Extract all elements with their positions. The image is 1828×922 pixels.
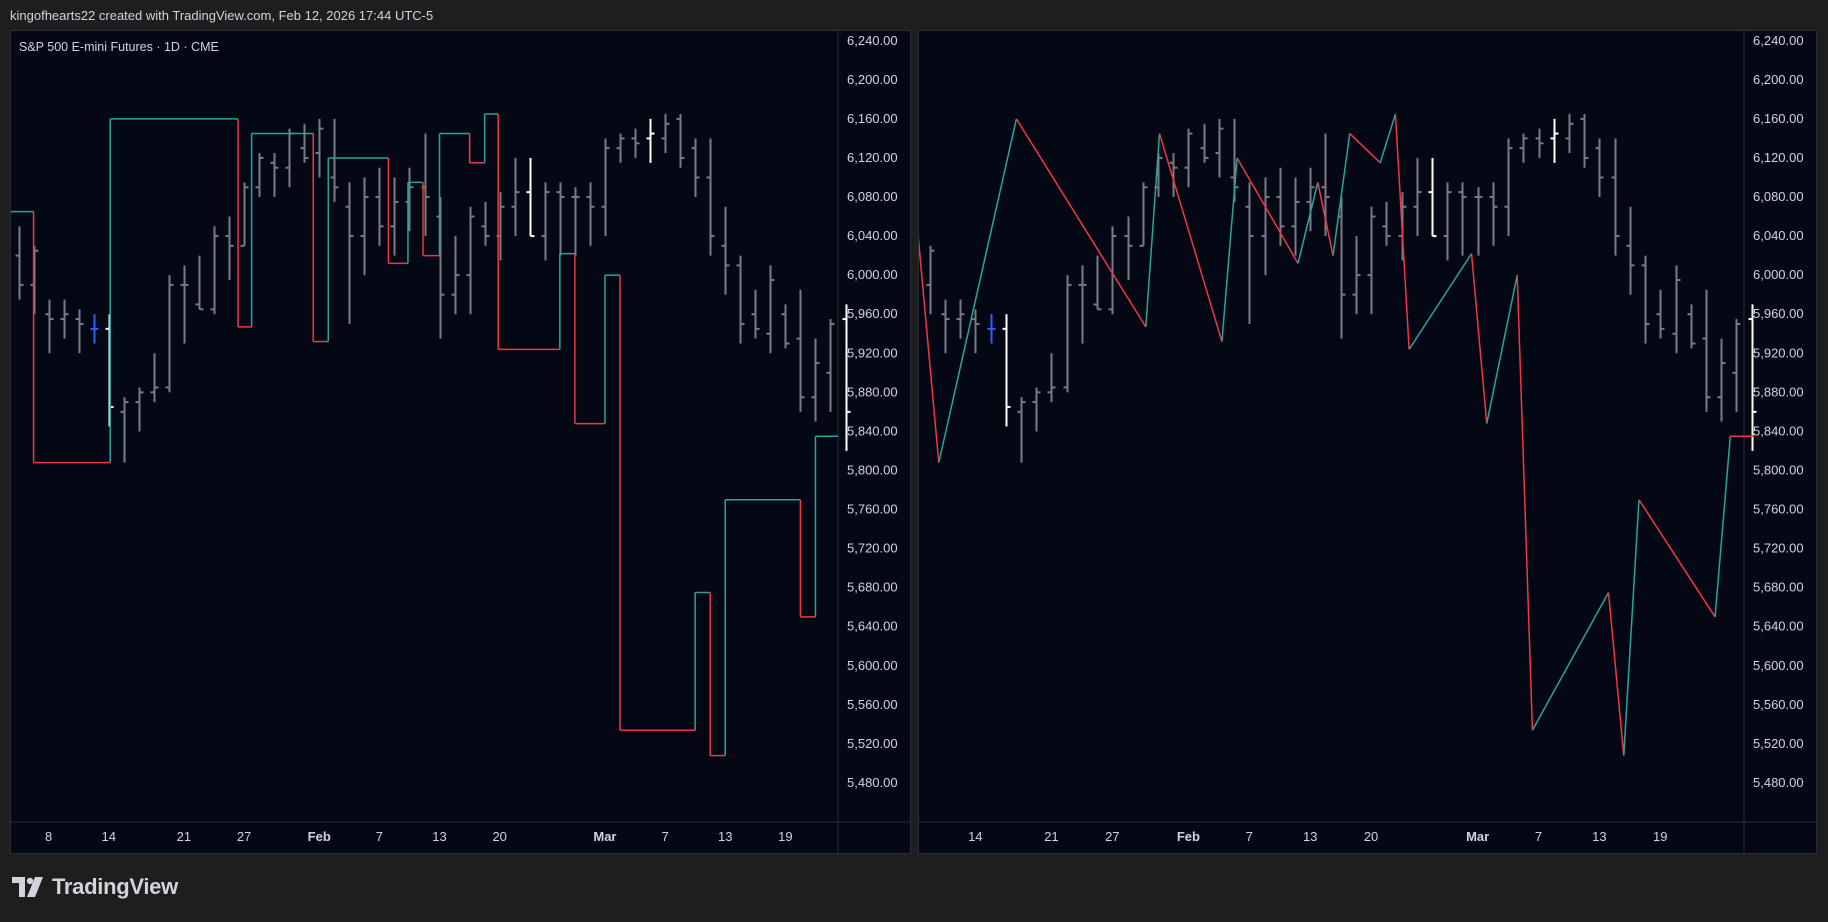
swing-zigzag-leg [1236,157,1299,264]
swing-zigzag-leg [1531,592,1610,731]
price-tick-label: 5,520.00 [847,736,898,751]
price-tick-label: 5,640.00 [847,619,898,634]
date-tick-label: 13 [1303,829,1317,844]
price-tick-label: 5,680.00 [847,580,898,595]
tradingview-logo-text: TradingView [52,874,178,899]
swing-zigzag-leg [1486,274,1518,424]
swing-zigzag-leg [1379,113,1397,164]
date-tick-label: 21 [1044,829,1058,844]
swing-zigzag-leg [1297,182,1319,264]
chart-panel-left[interactable]: 6,240.00 6,200.00 6,160.00 6,120.00 6,080.00… [10,30,911,854]
date-tick-label: 19 [1653,829,1667,844]
price-tick-label: 6,000.00 [1753,267,1804,282]
price-tick-label: 6,000.00 [847,267,898,282]
swing-zigzag-leg [1408,253,1473,350]
price-tick-label: 6,160.00 [1753,111,1804,126]
price-tick-label: 5,480.00 [847,775,898,790]
date-tick-label: 13 [1592,829,1606,844]
swing-zigzag-leg [919,236,940,463]
date-tick-label: 14 [102,829,116,844]
price-tick-label: 6,080.00 [1753,189,1804,204]
price-tick-label: 5,640.00 [1753,619,1804,634]
date-tick-label: Mar [1466,829,1489,844]
tradingview-logo-icon [12,877,43,897]
price-tick-label: 5,960.00 [1753,306,1804,321]
price-tick-label: 5,880.00 [1753,384,1804,399]
price-tick-label: 5,840.00 [847,423,898,438]
chart-canvas-left[interactable]: 6,240.00 6,200.00 6,160.00 6,120.00 6,080.00… [11,31,911,854]
price-tick-label: 5,520.00 [1753,736,1804,751]
swing-zigzag-leg [1714,436,1732,617]
swing-zigzag-leg [1332,133,1351,256]
price-tick-label: 6,040.00 [1753,228,1804,243]
tradingview-logo[interactable]: TradingView [12,874,178,900]
price-tick-label: 6,040.00 [847,228,898,243]
price-tick-label: 5,840.00 [1753,423,1804,438]
date-tick-label: 27 [1105,829,1119,844]
date-tick-label: 13 [432,829,446,844]
price-tick-label: 6,240.00 [847,33,898,48]
date-tick-label: 7 [1246,829,1253,844]
swing-zigzag-leg [1317,182,1334,256]
price-tick-label: 5,800.00 [847,462,898,477]
swing-zigzag-leg [1607,592,1625,756]
chart-canvas-right[interactable]: 6,240.00 6,200.00 6,160.00 6,120.00 6,080.00… [919,31,1817,854]
price-tick-label: 6,240.00 [1753,33,1804,48]
date-tick-label: 21 [177,829,191,844]
price-tick-label: 6,200.00 [1753,72,1804,87]
date-tick-label: 7 [661,829,668,844]
date-tick-label: 13 [718,829,732,844]
swing-zigzag-leg [1221,157,1238,342]
date-tick-label: 19 [778,829,792,844]
date-tick-label: 20 [492,829,506,844]
swing-zigzag-leg [1623,499,1640,756]
price-tick-label: 5,800.00 [1753,462,1804,477]
price-tick-label: 5,920.00 [1753,345,1804,360]
date-tick-label: Feb [1177,829,1200,844]
date-tick-label: 7 [1535,829,1542,844]
price-tick-label: 5,600.00 [847,658,898,673]
date-tick-label: Mar [593,829,616,844]
swing-zigzag-leg [1349,132,1381,164]
price-tick-label: 5,680.00 [1753,580,1804,595]
date-tick-label: 8 [45,829,52,844]
price-tick-label: 6,120.00 [847,150,898,165]
price-tick-label: 6,200.00 [847,72,898,87]
date-tick-label: 27 [237,829,251,844]
price-tick-label: 5,880.00 [847,384,898,399]
date-tick-label: 14 [968,829,982,844]
date-tick-label: 7 [376,829,383,844]
price-tick-label: 5,720.00 [1753,541,1804,556]
price-tick-label: 5,480.00 [1753,775,1804,790]
swing-zigzag-leg [1145,133,1161,327]
price-tick-label: 6,120.00 [1753,150,1804,165]
date-tick-label: 20 [1364,829,1378,844]
price-tick-label: 5,760.00 [1753,502,1804,517]
price-tick-label: 5,920.00 [847,345,898,360]
price-tick-label: 5,960.00 [847,306,898,321]
swing-zigzag-leg [1516,275,1534,731]
swing-zigzag-leg [1638,499,1716,618]
price-tick-label: 5,720.00 [847,541,898,556]
swing-zigzag-leg [1470,253,1488,424]
swing-zigzag-leg [938,118,1018,463]
symbol-label[interactable]: S&P 500 E-mini Futures · 1D · CME [19,40,219,54]
price-tick-label: 5,560.00 [847,697,898,712]
price-tick-label: 5,760.00 [847,502,898,517]
swing-zigzag-leg [1158,133,1223,342]
price-tick-label: 5,560.00 [1753,697,1804,712]
swing-zigzag-leg [1394,113,1410,350]
date-tick-label: Feb [308,829,331,844]
swing-zigzag-leg [1015,118,1147,328]
chart-panel-right[interactable]: 6,240.00 6,200.00 6,160.00 6,120.00 6,080.00… [918,30,1817,854]
price-tick-label: 6,160.00 [847,111,898,126]
price-tick-label: 6,080.00 [847,189,898,204]
price-tick-label: 5,600.00 [1753,658,1804,673]
chart-attribution: kingofhearts22 created with TradingView.… [10,8,434,23]
